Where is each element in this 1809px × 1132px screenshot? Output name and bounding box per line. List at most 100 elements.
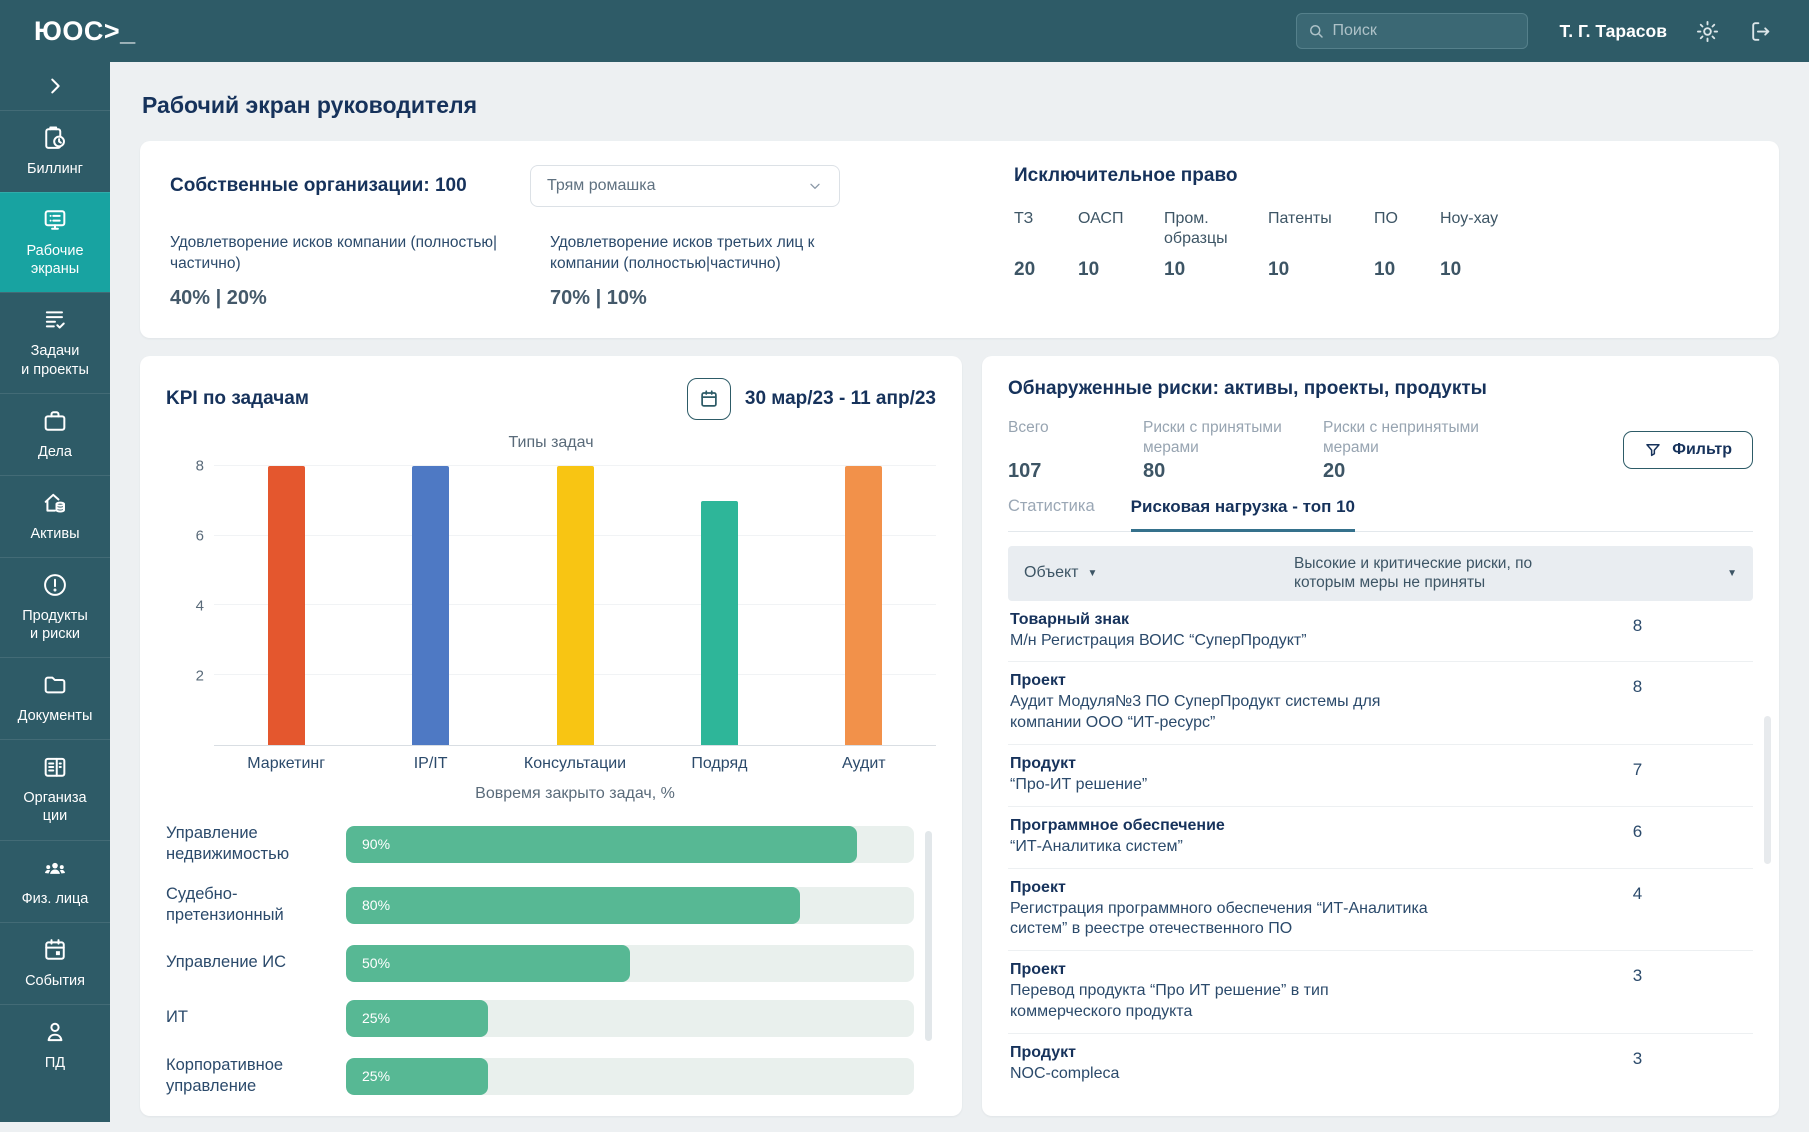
user-name[interactable]: Т. Г. Тарасов (1559, 20, 1668, 41)
table-row[interactable]: Продукт “Про-ИТ решение” 7 (1008, 745, 1753, 807)
search-box[interactable] (1295, 13, 1528, 49)
chevron-down-icon (807, 178, 823, 194)
exclusive-right-item: ОАСП 10 (1078, 210, 1124, 280)
page-title: Рабочий экран руководителя (142, 92, 478, 118)
sidebar-item-label: Рабочие экраны (26, 243, 84, 278)
table-header: Объект ▼ Высокие и критические риски, по… (1008, 545, 1753, 601)
sidebar-item-label: Биллинг (27, 161, 83, 177)
sidebar-item-label: Физ. лица (21, 890, 89, 907)
person-icon (41, 1018, 69, 1046)
y-axis: 2 4 6 8 (195, 457, 204, 685)
search-input[interactable] (1332, 22, 1517, 40)
x-axis-labels: Маркетинг IP/IT Консультации Подряд Ауди… (247, 754, 886, 772)
stat-label: Удовлетворение исков компании (полностью… (170, 234, 498, 272)
stat-value: 40% | 20% (170, 286, 267, 309)
kpi-bar (845, 465, 883, 745)
house-coins-icon (41, 489, 69, 517)
people-icon (41, 854, 69, 882)
app-logo: ЮОС>_ (34, 15, 136, 46)
clipboard-clock-icon (41, 124, 69, 152)
stat-total: Всего 107 (1008, 418, 1049, 482)
sidebar-item-products-risks[interactable]: Продукты и риски (0, 556, 110, 657)
summary-card: Собственные организации: 100 Трям ромашк… (140, 141, 1779, 338)
kpi-bar (700, 500, 738, 745)
column-header-object[interactable]: Объект ▼ (1024, 564, 1098, 582)
chart-title: Типы задач (508, 433, 594, 451)
own-organizations-label: Собственные организации: 100 (170, 175, 467, 196)
stat-label: Удовлетворение исков третьих лиц к компа… (550, 234, 815, 272)
scrollbar-thumb[interactable] (925, 830, 932, 1041)
exclusive-right-item: ТЗ 20 (1014, 210, 1036, 280)
sidebar-item-work-screens[interactable]: Рабочие экраны (0, 192, 110, 293)
hbar-row: Управление ИС 50% (166, 944, 914, 982)
alert-circle-icon (41, 571, 69, 599)
sidebar-item-pd[interactable]: ПД (0, 1003, 110, 1086)
sort-descending-icon[interactable]: ▼ (1087, 567, 1098, 579)
table-row[interactable]: Продукт NOC-compleca 3 (1008, 1034, 1753, 1095)
risks-title: Обнаруженные риски: активы, проекты, про… (1008, 377, 1487, 399)
sort-descending-icon[interactable]: ▼ (1727, 567, 1737, 579)
search-icon (1307, 22, 1325, 40)
logout-button[interactable] (1748, 19, 1773, 44)
chevron-right-icon (44, 75, 66, 97)
hbar-track: 80% (346, 886, 914, 924)
risks-table-body: Товарный знак М/н Регистрация ВОИС “Супер… (1008, 601, 1753, 1095)
column-header-risks[interactable]: Высокие и критические риски, по которым … (1294, 554, 1737, 592)
sidebar-item-cases[interactable]: Дела (0, 392, 110, 475)
risk-count: 7 (1632, 759, 1643, 779)
tab-statistics[interactable]: Статистика (1008, 496, 1095, 515)
exclusive-right-item: ПО 10 (1374, 210, 1398, 280)
tab-risk-load-top10[interactable]: Рисковая нагрузка - топ 10 (1130, 497, 1356, 532)
table-row[interactable]: Товарный знак М/н Регистрация ВОИС “Супер… (1008, 601, 1753, 663)
risk-count: 8 (1632, 677, 1643, 697)
sidebar-item-individuals[interactable]: Физ. лица (0, 839, 110, 922)
risk-count: 3 (1632, 966, 1643, 986)
kpi-bar (267, 465, 305, 745)
hbar-track: 90% (346, 825, 914, 863)
horizontal-bar-chart: Управление недвижимостью 90% Судебно-пре… (166, 823, 936, 1098)
sidebar-item-label: Задачи и проекты (21, 343, 89, 378)
kpi-card: KPI по задачам 30 мар/23 - 11 апр/23 Тип… (140, 355, 962, 1116)
hbar-row: ИТ 25% (166, 999, 914, 1037)
scrollbar-thumb[interactable] (1764, 715, 1771, 864)
sidebar: Биллинг Рабочие экраны Задачи и проекты … (0, 62, 110, 1122)
risks-card: Обнаруженные риски: активы, проекты, про… (982, 355, 1779, 1116)
plot-area (214, 464, 936, 746)
exclusive-right-section: Исключительное право ТЗ 20 ОАСП 10 Пром.… (1000, 165, 1749, 310)
date-picker-button[interactable] (686, 377, 731, 420)
sidebar-item-documents[interactable]: Документы (0, 657, 110, 739)
sidebar-item-assets[interactable]: Активы (0, 474, 110, 557)
organization-select-value: Трям ромашка (547, 177, 656, 194)
hbar-fill: 25% (346, 1057, 488, 1095)
settings-button[interactable] (1695, 19, 1720, 44)
sidebar-expand-button[interactable] (0, 62, 110, 110)
monitor-list-icon (41, 206, 69, 234)
sidebar-item-organizations[interactable]: Организа ции (0, 739, 110, 839)
hbar-fill: 80% (346, 886, 801, 924)
kpi-bar (556, 465, 594, 745)
hbar-fill: 90% (346, 825, 858, 863)
logout-icon (1748, 19, 1773, 44)
sidebar-item-events[interactable]: События (0, 921, 110, 1004)
exclusive-right-item: Пром. образцы 10 (1164, 210, 1228, 280)
risks-tabs: Статистика Рисковая нагрузка - топ 10 (1008, 497, 1753, 532)
table-row[interactable]: Проект Аудит Модуля№3 ПО СуперПродукт сис… (1008, 662, 1753, 745)
organization-select[interactable]: Трям ромашка (530, 165, 840, 207)
table-row[interactable]: Проект Регистрация программного обеспечен… (1008, 869, 1753, 952)
claims-third-party-stat: Удовлетворение исков третьих лиц к компа… (550, 233, 900, 310)
sidebar-item-tasks-projects[interactable]: Задачи и проекты (0, 292, 110, 392)
date-range[interactable]: 30 мар/23 - 11 апр/23 (744, 387, 936, 409)
filter-button[interactable]: Фильтр (1623, 431, 1753, 470)
stat-measures-not-taken: Риски с непринятыми мерами 20 (1323, 418, 1479, 482)
main-content: Рабочий экран руководителя Собственные о… (110, 62, 1809, 1132)
calendar-icon (41, 936, 69, 964)
x-axis-caption: Вовремя закрыто задач, % (475, 784, 675, 802)
table-row[interactable]: Проект Перевод продукта “Про ИТ решение” … (1008, 951, 1753, 1034)
sidebar-item-billing[interactable]: Биллинг (0, 110, 110, 192)
summary-left: Собственные организации: 100 Трям ромашк… (170, 165, 1000, 310)
stat-value: 70% | 10% (550, 286, 647, 309)
calendar-icon (698, 388, 720, 410)
exclusive-right-title: Исключительное право (1014, 165, 1238, 186)
table-row[interactable]: Программное обеспечение “ИТ-Аналитика сис… (1008, 807, 1753, 869)
